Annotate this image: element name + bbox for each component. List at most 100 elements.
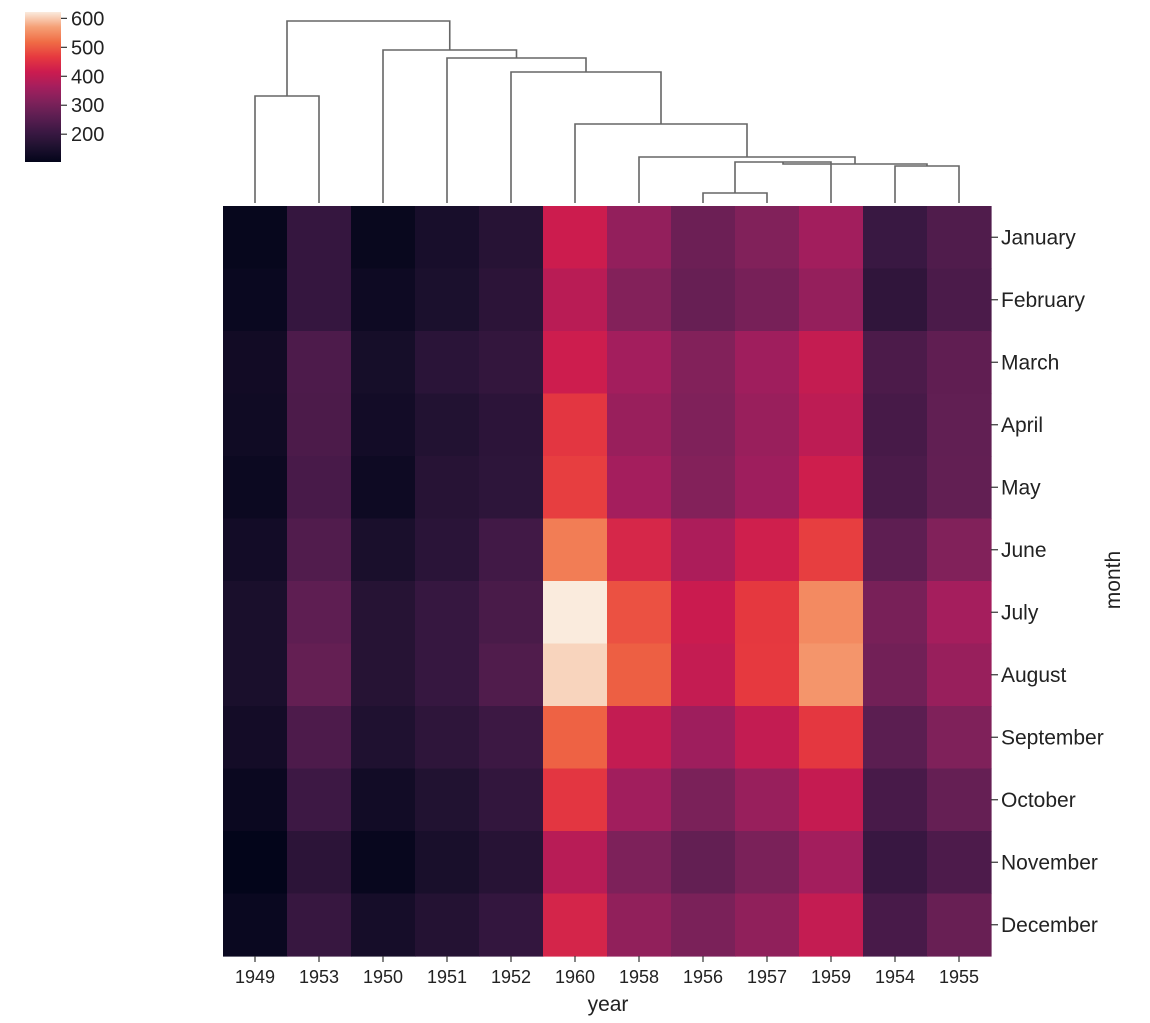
heatmap-cell xyxy=(351,393,416,457)
heatmap-cell xyxy=(863,893,928,957)
heatmap-cell xyxy=(479,331,544,395)
heatmap-cell xyxy=(415,581,480,645)
heatmap-cell xyxy=(415,268,480,332)
heatmap-cell xyxy=(863,706,928,770)
dendrogram-link xyxy=(574,123,748,203)
heatmap-cell xyxy=(607,893,672,957)
heatmap-cell xyxy=(223,831,288,895)
heatmap-cell xyxy=(351,206,416,270)
heatmap-cell xyxy=(735,456,800,520)
heatmap-cell xyxy=(223,893,288,957)
heatmap-cell xyxy=(543,768,608,832)
heatmap-cell xyxy=(735,706,800,770)
heatmap-cell xyxy=(927,331,992,395)
heatmap-cell xyxy=(223,331,288,395)
colorbar-gradient xyxy=(25,12,61,162)
heatmap-cell xyxy=(607,831,672,895)
y-axis-label: month xyxy=(1102,551,1125,609)
colorbar-tick-label: 600 xyxy=(71,8,104,30)
heatmap-cell xyxy=(223,206,288,270)
heatmap-cell xyxy=(543,456,608,520)
heatmap-cell xyxy=(223,768,288,832)
heatmap-cells xyxy=(223,206,992,957)
y-tick-label: December xyxy=(1001,914,1098,937)
column-dendrogram xyxy=(254,20,960,203)
heatmap-cell xyxy=(287,581,352,645)
heatmap-cell xyxy=(671,831,736,895)
heatmap-cell xyxy=(479,768,544,832)
heatmap-cell xyxy=(223,643,288,707)
heatmap-cell xyxy=(799,768,864,832)
heatmap-cell xyxy=(351,831,416,895)
heatmap-cell xyxy=(607,768,672,832)
y-tick-label: June xyxy=(1001,539,1047,562)
heatmap-cell xyxy=(223,581,288,645)
heatmap-cell xyxy=(479,393,544,457)
heatmap-cell xyxy=(223,518,288,582)
heatmap-cell xyxy=(607,581,672,645)
heatmap-cell xyxy=(735,393,800,457)
heatmap-cell xyxy=(799,331,864,395)
heatmap-cell xyxy=(415,768,480,832)
heatmap-cell xyxy=(479,831,544,895)
heatmap-cell xyxy=(735,581,800,645)
x-tick-label: 1960 xyxy=(555,967,595,987)
colorbar-tick-label: 500 xyxy=(71,37,104,59)
heatmap-cell xyxy=(351,456,416,520)
heatmap-cell xyxy=(671,518,736,582)
heatmap-cell xyxy=(671,643,736,707)
heatmap-cell xyxy=(287,393,352,457)
heatmap-cell xyxy=(351,518,416,582)
heatmap-cell xyxy=(607,268,672,332)
heatmap-cell xyxy=(607,393,672,457)
heatmap-cell xyxy=(927,831,992,895)
heatmap-cell xyxy=(223,393,288,457)
heatmap-cell xyxy=(671,581,736,645)
x-tick-label: 1954 xyxy=(875,967,915,987)
heatmap-cell xyxy=(799,206,864,270)
heatmap-cell xyxy=(479,518,544,582)
heatmap-cell xyxy=(863,831,928,895)
heatmap-cell xyxy=(927,393,992,457)
heatmap-cell xyxy=(543,206,608,270)
heatmap-cell xyxy=(927,893,992,957)
heatmap-cell xyxy=(415,206,480,270)
heatmap-cell xyxy=(799,706,864,770)
colorbar-tick-label: 300 xyxy=(71,95,104,117)
dendrogram-link xyxy=(286,20,451,96)
heatmap-cell xyxy=(735,831,800,895)
heatmap-cell xyxy=(351,581,416,645)
heatmap-cell xyxy=(543,706,608,770)
heatmap-cell xyxy=(671,268,736,332)
heatmap-cell xyxy=(287,268,352,332)
heatmap-cell xyxy=(863,331,928,395)
heatmap-cell xyxy=(735,643,800,707)
x-tick-label: 1957 xyxy=(747,967,787,987)
heatmap-cell xyxy=(863,643,928,707)
dendrogram-link xyxy=(702,192,768,203)
heatmap-cell xyxy=(351,643,416,707)
colorbar: 200 300 400 500 600 xyxy=(25,8,104,162)
x-tick-label: 1958 xyxy=(619,967,659,987)
heatmap-cell xyxy=(927,206,992,270)
heatmap-cell xyxy=(479,706,544,770)
heatmap-cell xyxy=(415,831,480,895)
heatmap-cell xyxy=(927,268,992,332)
y-tick-label: July xyxy=(1001,601,1039,624)
heatmap-cell xyxy=(863,268,928,332)
heatmap-cell xyxy=(927,706,992,770)
heatmap-cell xyxy=(543,831,608,895)
heatmap-cell xyxy=(671,456,736,520)
heatmap-cell xyxy=(671,393,736,457)
heatmap-cell xyxy=(351,331,416,395)
heatmap-cell xyxy=(543,268,608,332)
dendrogram-link xyxy=(446,57,587,203)
dendrogram-link xyxy=(734,161,832,203)
y-tick-label: April xyxy=(1001,414,1043,437)
heatmap-cell xyxy=(799,581,864,645)
y-tick-label: March xyxy=(1001,351,1059,374)
heatmap-cell xyxy=(415,893,480,957)
heatmap-cell xyxy=(671,706,736,770)
heatmap-cell xyxy=(927,456,992,520)
